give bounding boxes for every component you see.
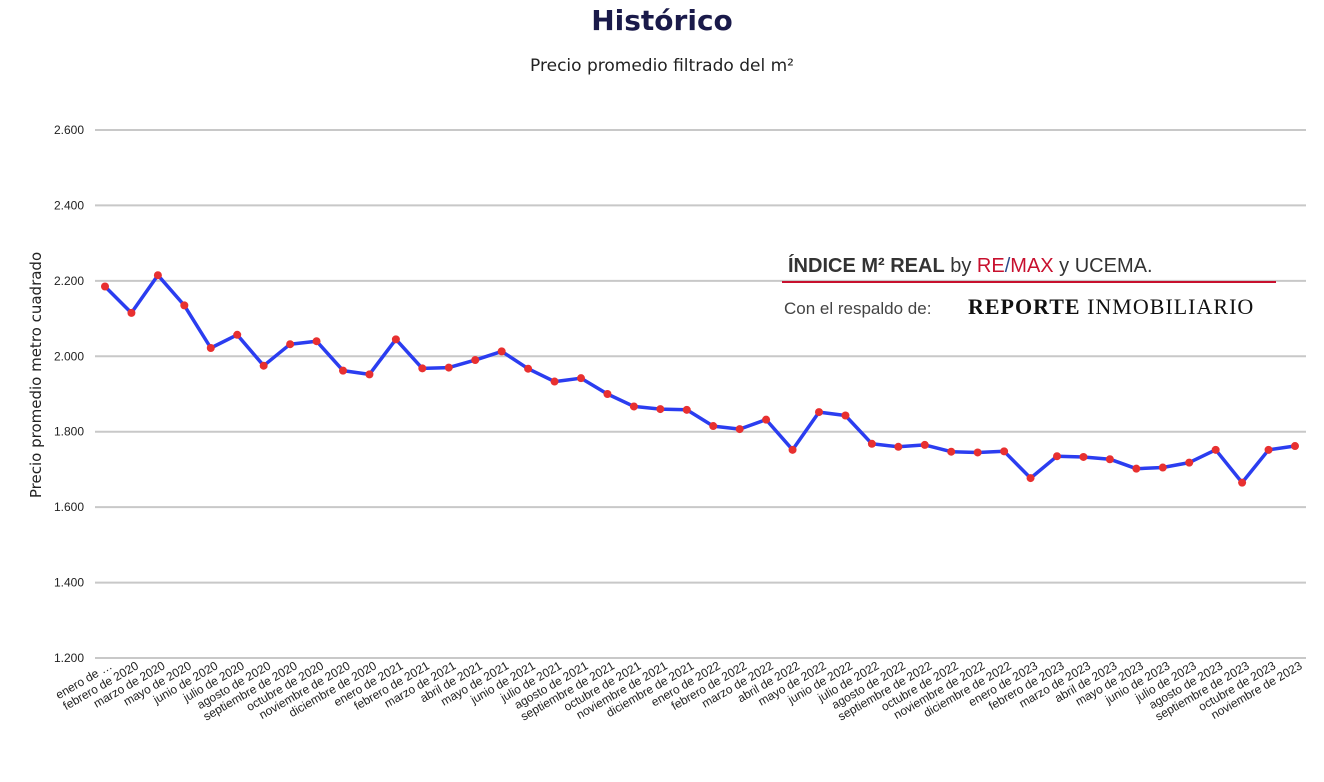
data-point	[1185, 458, 1194, 467]
chart-title: Histórico	[591, 4, 733, 37]
data-point	[259, 361, 268, 370]
data-point	[1291, 442, 1299, 451]
data-point	[1105, 455, 1114, 464]
y-tick-label: 2.600	[54, 123, 84, 137]
data-point	[1132, 464, 1141, 473]
data-point	[153, 271, 162, 280]
chart-subtitle: Precio promedio filtrado del m²	[530, 56, 794, 76]
data-point	[101, 282, 109, 291]
data-point	[1158, 463, 1167, 472]
y-tick-labels: 1.200 1.400 1.600 1.800 2.000 2.200 2.400 2.600	[54, 123, 84, 665]
data-point	[339, 366, 347, 375]
data-point	[815, 408, 823, 417]
data-point	[656, 405, 665, 414]
data-point	[841, 411, 850, 420]
data-point	[1238, 478, 1247, 487]
watermark: ÍNDICE M² REAL by RE/MAX y UCEMA. Con el…	[782, 254, 1276, 319]
data-point	[894, 442, 903, 451]
data-point	[735, 425, 744, 434]
data-point	[947, 447, 956, 456]
data-point	[973, 448, 982, 457]
data-point	[497, 347, 506, 356]
data-point	[391, 335, 400, 344]
data-point	[629, 402, 638, 411]
data-point	[312, 337, 321, 346]
y-axis-label: Precio promedio metro cuadrado	[27, 252, 45, 498]
y-tick-label: 2.200	[54, 274, 84, 288]
y-tick-label: 1.400	[54, 576, 84, 590]
data-points	[101, 271, 1299, 487]
data-point	[920, 440, 929, 449]
y-tick-label: 1.200	[54, 651, 84, 665]
data-point	[1211, 445, 1220, 454]
data-point	[1026, 474, 1035, 483]
data-point	[682, 405, 691, 414]
data-point	[233, 330, 242, 339]
data-point	[127, 308, 136, 317]
data-point	[1264, 445, 1273, 454]
data-point	[418, 364, 427, 373]
data-point	[1000, 447, 1009, 456]
watermark-line2: Con el respaldo de:	[784, 299, 931, 318]
data-point	[709, 422, 718, 431]
y-tick-label: 2.000	[54, 349, 84, 363]
data-point	[867, 439, 876, 448]
data-point	[471, 356, 480, 365]
y-tick-label: 1.600	[54, 500, 84, 514]
data-point	[762, 415, 771, 424]
y-tick-label: 2.400	[54, 198, 84, 212]
series-line	[103, 273, 1296, 485]
data-point	[1079, 452, 1088, 461]
watermark-brand: REPORTE INMOBILIARIO	[968, 294, 1254, 319]
data-point	[603, 390, 612, 398]
data-point	[180, 301, 189, 310]
y-tick-label: 1.800	[54, 425, 84, 439]
data-point	[286, 340, 295, 349]
data-point	[1053, 452, 1061, 461]
watermark-line1: ÍNDICE M² REAL by RE/MAX y UCEMA.	[788, 254, 1153, 277]
data-point	[444, 363, 453, 372]
data-point	[577, 374, 585, 383]
data-point	[524, 364, 533, 373]
data-point	[788, 445, 797, 454]
data-point	[365, 370, 374, 379]
data-point	[206, 343, 215, 352]
data-point	[550, 377, 559, 386]
y-gridlines	[95, 129, 1306, 659]
